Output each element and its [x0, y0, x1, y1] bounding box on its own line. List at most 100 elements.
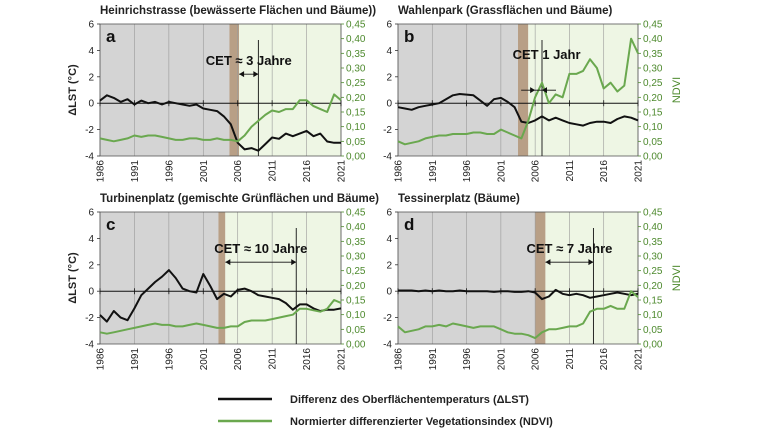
intervention-shade — [229, 24, 240, 156]
y-tick-label: -2 — [383, 125, 392, 136]
y-tick-label: 0 — [88, 99, 94, 110]
x-tick-label: 2001 — [199, 160, 210, 183]
panel-c: CET ≈ 10 Jahre c Turbinenplatz (gemischte … — [67, 193, 379, 370]
y2-tick-label: 0,25 — [643, 266, 663, 277]
y2-tick-label: 0,20 — [643, 93, 663, 104]
y2-tick-label: 0,20 — [346, 93, 366, 104]
y2-tick-label: 0,40 — [346, 222, 366, 233]
y2-tick-label: 0,15 — [346, 296, 366, 307]
ndvi-line — [397, 37, 639, 146]
y2-axis-title: NDVI — [671, 77, 683, 103]
y-tick-label: -4 — [85, 340, 94, 351]
x-tick-label: 1986 — [96, 160, 107, 183]
y2-tick-label: 0,15 — [643, 108, 663, 119]
pre-period-shade — [100, 24, 230, 156]
x-tick-label: 1996 — [164, 160, 175, 183]
y-tick-label: 6 — [386, 20, 392, 31]
x-tick-label: 2011 — [565, 160, 576, 182]
x-tick-label: 2016 — [599, 348, 610, 371]
x-tick-label: 2001 — [496, 348, 507, 371]
y2-tick-label: 0,30 — [643, 252, 663, 263]
panel-letter: c — [106, 215, 115, 234]
y2-tick-label: 0,05 — [346, 325, 366, 336]
x-tick-label: 1996 — [462, 348, 473, 371]
x-tick-label: 2006 — [233, 160, 244, 183]
y-tick-label: 0 — [386, 99, 392, 110]
x-tick-label: 1991 — [130, 348, 141, 371]
panel-title: Turbinenplatz (gemischte Grünflächen und… — [100, 193, 379, 205]
y-tick-label: 2 — [386, 260, 392, 271]
ndvi-line — [397, 290, 639, 340]
y2-tick-label: 0,45 — [643, 20, 663, 31]
plot-frame — [397, 23, 639, 157]
plot-frame — [99, 211, 342, 345]
y-tick-label: 6 — [88, 208, 94, 219]
y-tick-label: 4 — [88, 46, 94, 57]
y2-tick-label: 0,00 — [643, 340, 663, 351]
panel-title: Tessinerplatz (Bäume) — [398, 193, 520, 205]
y2-tick-label: 0,40 — [643, 34, 663, 45]
y-tick-label: -2 — [85, 125, 94, 136]
y-tick-label: 2 — [88, 72, 94, 83]
post-period-shade — [545, 212, 638, 344]
y2-tick-label: 0,45 — [643, 208, 663, 219]
y2-tick-label: 0,00 — [346, 152, 366, 163]
intervention-shade — [218, 212, 226, 344]
y2-tick-label: 0,30 — [643, 64, 663, 75]
panel-a: CET ≈ 3 Jahre a Heinrichstrasse (bewässert… — [67, 5, 376, 182]
cet-label: CET ≈ 7 Jahre — [526, 241, 612, 256]
panel-letter: d — [404, 215, 414, 234]
lst-line — [398, 288, 639, 301]
x-tick-label: 1991 — [130, 160, 141, 183]
x-tick-label: 1996 — [164, 348, 175, 371]
x-tick-label: 2016 — [302, 348, 313, 371]
lst-line — [99, 94, 341, 152]
y-tick-label: 0 — [386, 287, 392, 298]
y2-tick-label: 0,25 — [346, 266, 366, 277]
y2-tick-label: 0,25 — [346, 78, 366, 89]
y2-tick-label: 0,10 — [346, 310, 366, 321]
y-tick-label: 0 — [88, 287, 94, 298]
ndvi-line — [99, 93, 342, 143]
y-tick-label: -4 — [383, 152, 392, 163]
plot-frame — [99, 23, 342, 157]
x-tick-label: 1986 — [96, 348, 107, 371]
y2-tick-label: 0,10 — [643, 122, 663, 133]
panel-letter: b — [404, 27, 414, 46]
y2-tick-label: 0,10 — [346, 122, 366, 133]
pre-period-shade — [398, 24, 518, 156]
y2-tick-label: 0,20 — [346, 281, 366, 292]
y2-tick-label: 0,00 — [346, 340, 366, 351]
y2-tick-label: 0,05 — [643, 325, 663, 336]
x-tick-label: 1991 — [428, 160, 439, 183]
y-tick-label: 6 — [88, 20, 94, 31]
y-tick-label: 4 — [386, 46, 392, 57]
y-tick-label: 2 — [88, 260, 94, 271]
x-tick-label: 2021 — [634, 348, 645, 371]
y-tick-label: -4 — [85, 152, 94, 163]
y-tick-label: 6 — [386, 208, 392, 219]
y2-tick-label: 0,35 — [643, 237, 663, 248]
x-tick-label: 2021 — [634, 160, 645, 183]
cet-arrowheads — [545, 259, 594, 266]
y-axis-title: ΔLST (°C) — [67, 64, 79, 116]
y2-axis-title: NDVI — [671, 265, 683, 291]
y-tick-label: -4 — [383, 340, 392, 351]
y2-tick-label: 0,40 — [643, 222, 663, 233]
cet-label: CET ≈ 3 Jahre — [206, 53, 292, 68]
y2-tick-label: 0,35 — [346, 237, 366, 248]
y2-tick-label: 0,35 — [643, 49, 663, 60]
y-axis-title: ΔLST (°C) — [67, 252, 79, 304]
y2-tick-label: 0,45 — [346, 208, 366, 219]
legend-label: Normierter differenzierter Vegetationsin… — [290, 416, 553, 428]
y2-tick-label: 0,05 — [346, 137, 366, 148]
legend-label: Differenz des Oberflächentemperaturs (ΔL… — [290, 394, 529, 406]
cet-arrowheads — [239, 71, 259, 78]
x-tick-label: 2016 — [302, 160, 313, 183]
y2-tick-label: 0,30 — [346, 64, 366, 75]
lst-line — [397, 93, 639, 127]
x-tick-label: 1986 — [394, 348, 405, 371]
x-tick-label: 1986 — [394, 160, 405, 183]
